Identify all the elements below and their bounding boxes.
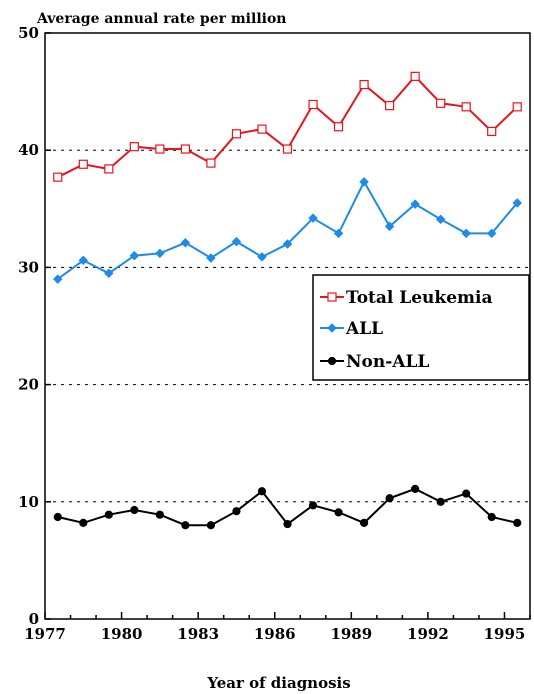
data-point-total-leukemia [78, 159, 88, 169]
data-point-all [333, 228, 344, 239]
data-point-all [512, 198, 523, 208]
data-point-non-all [206, 521, 216, 530]
series-line-all [57, 179, 518, 280]
data-point-all [461, 228, 472, 239]
data-point-non-all [385, 494, 394, 503]
data-point-total-leukemia [359, 79, 369, 90]
data-point-non-all [104, 510, 113, 519]
series-group [52, 71, 523, 530]
data-point-all [435, 214, 446, 225]
y-tick-label: 10 [18, 493, 39, 511]
data-point-total-leukemia [180, 144, 190, 154]
y-tick-label: 50 [18, 24, 39, 42]
data-point-total-leukemia [461, 102, 471, 112]
data-point-all [257, 251, 267, 262]
legend-swatch-marker [327, 292, 337, 302]
data-point-all [359, 176, 369, 187]
legend-label: Non-ALL [346, 352, 429, 372]
legend-swatch-marker [327, 323, 337, 333]
data-point-non-all [79, 518, 88, 527]
data-point-all [308, 213, 318, 224]
data-point-total-leukemia [231, 129, 242, 139]
data-point-non-all [462, 489, 471, 498]
data-point-non-all [257, 487, 267, 496]
data-point-all [282, 239, 293, 249]
data-point-non-all [334, 508, 343, 517]
legend-box [312, 274, 530, 381]
legend-item-total-leukemia: Total Leukemia [320, 288, 492, 308]
x-tick-label: 1989 [330, 625, 372, 643]
x-tick-label: 1980 [101, 625, 143, 643]
data-point-total-leukemia [308, 99, 318, 110]
legend: Total Leukemia ALL Non-ALL [312, 274, 530, 381]
data-point-total-leukemia [53, 172, 63, 182]
data-point-non-all [487, 512, 496, 522]
legend-swatch-marker [327, 356, 337, 366]
series-total-leukemia [53, 71, 522, 182]
data-point-non-all [308, 501, 318, 510]
data-point-all [129, 250, 140, 261]
y-tick-label: 20 [18, 376, 39, 394]
plot-frame [44, 32, 531, 620]
data-point-all [410, 199, 420, 209]
x-tick-label: 1995 [484, 625, 526, 643]
data-point-all [52, 274, 63, 284]
data-point-total-leukemia [104, 164, 114, 174]
y-tick-label: 40 [18, 141, 39, 159]
legend-item-all: ALL [320, 319, 383, 339]
x-tick-label: 1977 [24, 625, 66, 643]
series-all [52, 176, 523, 284]
legend-item-non-all: Non-ALL [320, 352, 429, 372]
data-point-non-all [155, 510, 164, 519]
legend-label: ALL [345, 319, 383, 339]
data-point-total-leukemia [487, 126, 497, 137]
x-tick-label: 1983 [177, 625, 219, 643]
data-point-non-all [53, 512, 62, 522]
data-point-all [103, 268, 114, 279]
axes: 0 10 20 30 40 50 1977 1980 1983 1986 1989 1992 1995 [18, 24, 531, 643]
data-point-non-all [436, 497, 445, 506]
series-non-all [53, 484, 522, 530]
y-tick-label: 30 [18, 258, 39, 276]
data-point-total-leukemia [282, 144, 293, 154]
data-point-all [206, 253, 216, 263]
data-point-all [384, 221, 395, 232]
y-axis-label: Average annual rate per million [36, 11, 286, 27]
data-point-all [78, 255, 89, 266]
data-point-non-all [283, 519, 292, 529]
data-point-all [231, 236, 242, 247]
series-line-non-all [57, 487, 518, 527]
data-point-non-all [232, 507, 241, 516]
data-point-total-leukemia [257, 124, 267, 134]
y-tick-label: 0 [29, 610, 39, 628]
data-point-total-leukemia [512, 102, 522, 112]
legend-label: Total Leukemia [346, 288, 492, 308]
x-tick-label: 1992 [407, 625, 449, 643]
series-line-total-leukemia [57, 74, 518, 179]
data-point-all [486, 228, 497, 239]
data-point-total-leukemia [129, 142, 139, 152]
data-point-non-all [130, 505, 139, 515]
data-point-non-all [181, 521, 190, 530]
data-point-non-all [411, 484, 420, 494]
data-point-total-leukemia [333, 122, 344, 132]
data-point-total-leukemia [436, 98, 446, 108]
x-axis-label: Year of diagnosis [206, 674, 350, 692]
data-point-non-all [359, 518, 369, 527]
data-point-total-leukemia [385, 101, 395, 111]
data-point-total-leukemia [206, 158, 216, 168]
data-point-total-leukemia [155, 144, 165, 154]
data-point-all [180, 237, 191, 248]
data-point-all [155, 248, 165, 259]
data-point-total-leukemia [410, 71, 420, 81]
x-tick-label: 1986 [254, 625, 296, 643]
data-point-non-all [513, 518, 522, 527]
